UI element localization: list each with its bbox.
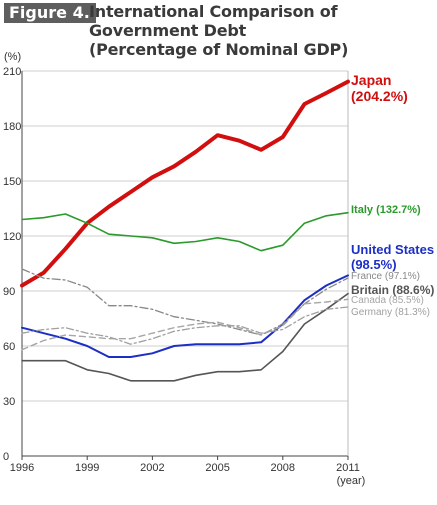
series-line-italy (21, 211, 349, 252)
series-label-britain: Britain (88.6%) (351, 283, 434, 297)
series-label-germany: Germany (81.3%) (351, 307, 430, 318)
title-line-1: International Comparison of Government D… (89, 2, 338, 40)
series-line-germany (21, 306, 349, 345)
x-tick-label: 1999 (75, 462, 99, 474)
tick-labels: 0 30 60 90 120 150 180 210 1996 1999 2002 2005 2008 2… (3, 51, 365, 487)
series-line-france (21, 268, 349, 336)
x-axis-unit: (year) (337, 475, 366, 487)
series-line-canada (21, 298, 349, 351)
series-label-italy: Italy (132.7%) (351, 204, 421, 216)
y-tick-label: 150 (3, 176, 21, 188)
series-labels: Japan (204.2%) Italy (132.7%) United States… (351, 72, 434, 318)
title-line-2: (Percentage of Nominal GDP) (89, 40, 349, 59)
y-tick-label: 60 (3, 341, 15, 353)
series-lines (20, 79, 350, 382)
series-label-japan: Japan (204.2%) (351, 72, 408, 104)
y-tick-label: 210 (3, 66, 21, 78)
x-tick-label: 2008 (271, 462, 295, 474)
chart-title: International Comparison of Government D… (89, 2, 437, 59)
series-label-united-states: United States (98.5%) (351, 242, 434, 272)
y-tick-label: 180 (3, 121, 21, 133)
series-label-canada: Canada (85.5%) (351, 295, 424, 306)
y-tick-label: 30 (3, 396, 15, 408)
series-line-japan (20, 79, 350, 288)
y-axis-unit: (%) (4, 51, 21, 63)
x-tick-label: 2011 (336, 462, 360, 474)
series-label-france: France (97.1%) (351, 271, 420, 282)
grid-lines (22, 70, 348, 402)
x-tick-label: 2005 (205, 462, 229, 474)
figure-label: Figure 4. (4, 3, 96, 23)
axes (21, 71, 349, 460)
y-tick-label: 120 (3, 231, 21, 243)
series-line-britain (21, 292, 349, 382)
series-line-united-states (21, 274, 349, 358)
y-tick-label: 0 (3, 451, 9, 463)
y-tick-label: 90 (3, 286, 15, 298)
x-tick-label: 1996 (10, 462, 34, 474)
x-tick-label: 2002 (140, 462, 164, 474)
